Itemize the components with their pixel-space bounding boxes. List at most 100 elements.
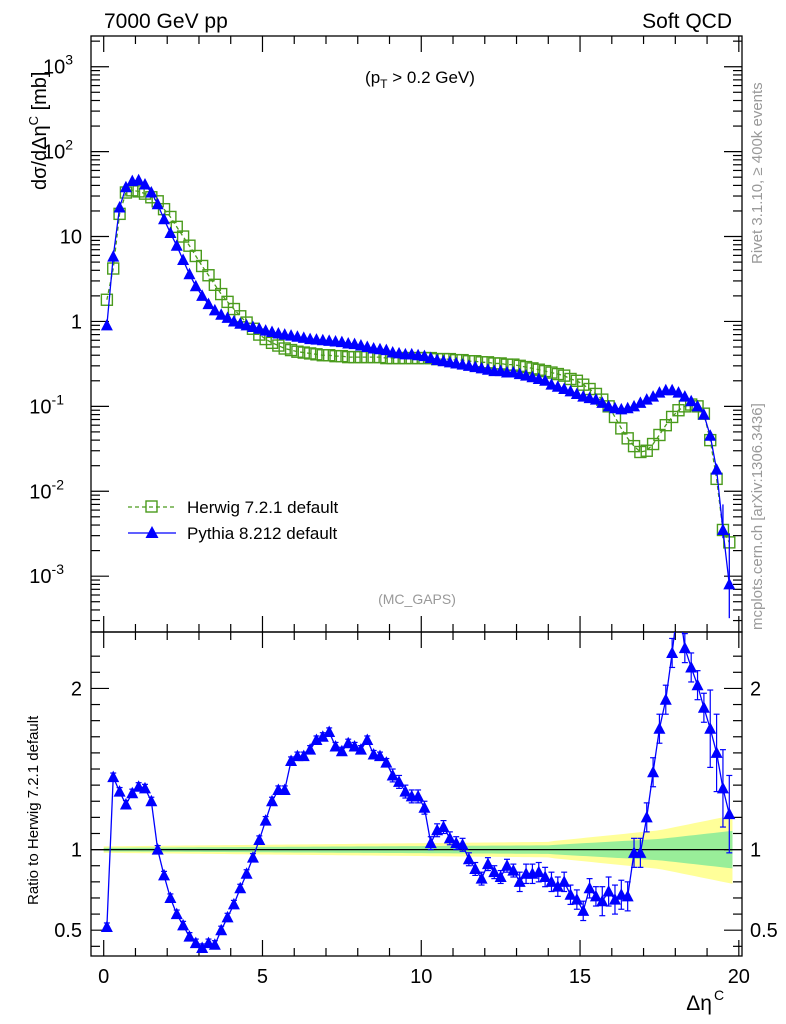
ratio-point: [723, 807, 736, 820]
herwig-point: [564, 372, 577, 386]
ratio-point: [323, 725, 336, 737]
ratio-frame: [90, 631, 743, 957]
ratio-point: [456, 838, 469, 850]
x-tick-label: 0: [98, 966, 109, 988]
x-ticks: 0 5 10 15 20: [98, 36, 750, 988]
ratio-point: [608, 893, 621, 905]
pythia-point: [647, 390, 660, 402]
ratio-point: [196, 941, 209, 953]
ratio-point: [259, 814, 272, 826]
herwig-point: [322, 349, 336, 362]
y-tick-label-main: 103: [43, 52, 73, 79]
herwig-point: [653, 428, 666, 442]
ratio-point: [386, 768, 399, 781]
herwig-point: [291, 345, 304, 358]
herwig-point: [176, 230, 190, 243]
ratio-point: [513, 875, 526, 887]
ratio-point: [177, 918, 190, 931]
x-tick-label: 15: [569, 966, 591, 988]
ratio-point: [253, 833, 266, 845]
pythia-point: [177, 253, 190, 265]
pythia-point: [202, 297, 215, 310]
ratio-point: [475, 872, 488, 884]
x-axis-label: Δη: [686, 992, 712, 1015]
herwig-point: [100, 293, 114, 306]
ratio-point: [716, 781, 729, 794]
ratio-point: [208, 938, 221, 950]
ratio-point: [373, 749, 386, 762]
ratio-point: [215, 923, 228, 936]
ratio-point: [596, 894, 609, 907]
y-tick-label-main: 1: [71, 311, 82, 333]
main-series: [100, 173, 736, 619]
ratio-point: [412, 789, 425, 802]
herwig-point: [183, 239, 196, 252]
pythia-point: [221, 311, 234, 323]
pythia-point: [107, 250, 120, 262]
ratio-point: [170, 907, 183, 920]
pythia-point: [151, 197, 164, 210]
y-tick-label-main: 10-1: [29, 391, 64, 418]
herwig-point: [659, 418, 672, 432]
pythia-point: [138, 178, 151, 190]
pythia-point: [100, 318, 113, 331]
y-tick-label-ratio: 2: [71, 678, 82, 700]
pythia-point: [704, 429, 717, 441]
pythia-point: [164, 226, 177, 239]
pythia-point: [189, 279, 202, 292]
ratio-point: [285, 754, 298, 766]
herwig-point: [208, 278, 222, 292]
ratio-point: [227, 897, 240, 910]
pythia-point: [145, 186, 158, 198]
cut-label: (pT > 0.2 GeV): [365, 68, 475, 91]
legend: Herwig 7.2.1 default Pythia 8.212 defaul…: [128, 498, 338, 543]
pythia-point: [678, 390, 691, 402]
legend-entry-herwig: Herwig 7.2.1 default: [128, 498, 338, 517]
ratio-point: [704, 722, 717, 734]
ratio-point: [234, 881, 247, 894]
ratio-panel: 0 5 10 15 20 0.5 0.5 1 1 2 2: [54, 36, 778, 988]
herwig-point: [297, 346, 310, 359]
ratio-point: [437, 820, 450, 833]
pythia-point: [551, 380, 564, 392]
ratio-point: [545, 875, 558, 887]
herwig-point: [195, 259, 209, 273]
ratio-point: [647, 765, 660, 778]
ratio-point: [659, 693, 672, 705]
ratio-point: [221, 910, 234, 923]
y-tick-label-ratio-right: 1: [750, 840, 761, 862]
ratio-point: [348, 739, 361, 752]
ratio-point: [589, 889, 602, 902]
ratio-point: [246, 851, 259, 863]
herwig-point: [577, 378, 590, 391]
herwig-point: [557, 369, 571, 382]
ratio-point: [570, 893, 583, 905]
ratio-point: [183, 930, 196, 942]
ratio-point: [361, 733, 374, 745]
ratio-point: [335, 744, 348, 757]
pythia-point: [628, 399, 641, 412]
x-tick-label: 5: [257, 966, 268, 988]
ratio-point: [488, 865, 501, 878]
pythia-point: [589, 393, 602, 405]
legend-entry-pythia: Pythia 8.212 default: [128, 524, 338, 543]
ratio-point: [145, 794, 158, 807]
legend-marker-herwig: [145, 500, 158, 513]
ratio-point: [304, 743, 317, 755]
herwig-line: [106, 189, 730, 543]
y-tick-label-ratio-right: 2: [750, 678, 761, 700]
pythia-point: [640, 393, 653, 405]
ratio-point: [399, 785, 412, 797]
ratio-point: [666, 646, 679, 658]
ratio-point: [240, 867, 253, 879]
herwig-point: [272, 339, 285, 352]
pythia-point: [634, 396, 647, 408]
ratio-point: [329, 739, 342, 752]
herwig-point: [170, 220, 183, 234]
herwig-point: [202, 269, 215, 282]
ratio-point: [551, 880, 564, 892]
herwig-point: [189, 249, 202, 263]
pythia-point: [691, 399, 704, 412]
ratio-point: [113, 785, 126, 797]
ratio-point: [558, 875, 571, 887]
